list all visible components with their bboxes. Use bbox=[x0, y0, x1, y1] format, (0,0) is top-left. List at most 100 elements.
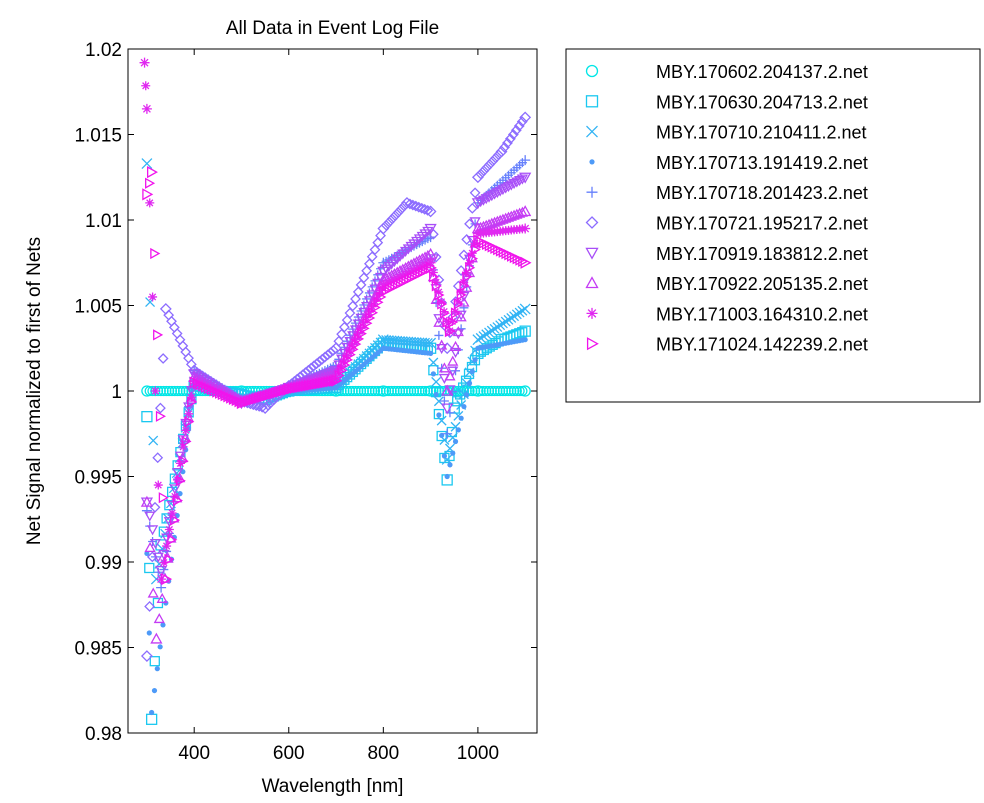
legend-item: MBY.170922.205135.2.net bbox=[585, 274, 868, 294]
data-point bbox=[281, 383, 291, 393]
data-point bbox=[519, 385, 531, 397]
data-point bbox=[141, 103, 152, 114]
data-point bbox=[424, 223, 437, 235]
legend-item: MBY.170721.195217.2.net bbox=[585, 214, 868, 234]
data-point bbox=[364, 385, 375, 397]
data-point bbox=[405, 385, 417, 397]
data-point bbox=[141, 410, 153, 423]
data-point bbox=[356, 328, 367, 340]
data-point bbox=[510, 124, 522, 136]
data-point bbox=[348, 343, 359, 355]
data-point bbox=[334, 367, 344, 377]
data-point bbox=[337, 361, 347, 371]
data-point bbox=[175, 475, 186, 487]
data-point bbox=[338, 321, 350, 333]
data-point bbox=[459, 280, 470, 292]
data-point bbox=[323, 376, 334, 388]
data-point bbox=[149, 709, 155, 716]
data-point bbox=[469, 368, 475, 375]
data-point bbox=[359, 322, 370, 335]
x-tick-label: 600 bbox=[273, 743, 305, 764]
data-point bbox=[452, 438, 459, 445]
data-point bbox=[169, 484, 181, 495]
data-point bbox=[312, 378, 323, 390]
data-point bbox=[444, 325, 456, 338]
data-point bbox=[519, 111, 532, 124]
data-point bbox=[155, 410, 166, 422]
data-point bbox=[511, 385, 522, 397]
data-point bbox=[345, 348, 356, 361]
data-point bbox=[342, 385, 353, 397]
series-9 bbox=[139, 57, 531, 585]
data-point bbox=[494, 385, 506, 397]
data-point bbox=[359, 318, 369, 328]
data-point bbox=[367, 282, 377, 292]
data-point bbox=[503, 314, 514, 325]
data-point bbox=[344, 385, 356, 397]
legend-marker bbox=[585, 64, 599, 78]
y-tick-label: 0.99 bbox=[85, 553, 122, 574]
data-point bbox=[444, 370, 456, 381]
data-point bbox=[262, 399, 274, 411]
data-point bbox=[200, 381, 210, 391]
data-point bbox=[206, 384, 216, 394]
data-point bbox=[447, 355, 459, 366]
legend-marker bbox=[589, 159, 595, 165]
data-point bbox=[425, 261, 437, 274]
data-point bbox=[154, 666, 160, 672]
data-point bbox=[168, 512, 180, 523]
legend-item: MBY.171024.142239.2.net bbox=[586, 335, 868, 355]
chart-title: All Data in Event Log File bbox=[226, 18, 439, 39]
data-point bbox=[475, 332, 486, 343]
data-point bbox=[470, 238, 480, 248]
data-point bbox=[306, 379, 317, 391]
data-point bbox=[376, 291, 387, 303]
data-point bbox=[341, 314, 353, 326]
data-point bbox=[142, 188, 154, 201]
data-point bbox=[497, 185, 509, 196]
data-point bbox=[381, 279, 391, 289]
data-point bbox=[397, 385, 408, 397]
data-point bbox=[139, 57, 150, 68]
data-point bbox=[155, 402, 166, 414]
data-point bbox=[450, 450, 456, 456]
data-point bbox=[161, 385, 172, 397]
data-point bbox=[340, 359, 351, 371]
data-point bbox=[408, 385, 420, 397]
data-point bbox=[316, 353, 328, 365]
data-point bbox=[486, 385, 497, 397]
data-point bbox=[428, 385, 439, 397]
data-point bbox=[170, 514, 181, 526]
data-point bbox=[158, 492, 169, 504]
data-point bbox=[522, 337, 528, 343]
y-tick-label: 0.995 bbox=[74, 468, 122, 489]
data-point bbox=[146, 525, 159, 536]
data-point bbox=[149, 656, 160, 667]
data-point bbox=[481, 385, 492, 397]
data-point bbox=[181, 425, 191, 435]
data-point bbox=[488, 189, 501, 200]
data-point bbox=[203, 382, 213, 392]
data-point bbox=[442, 316, 452, 326]
data-point bbox=[161, 572, 173, 586]
data-point bbox=[334, 369, 345, 382]
data-point bbox=[514, 328, 525, 339]
data-point bbox=[367, 307, 379, 319]
data-point bbox=[369, 244, 381, 256]
data-point bbox=[392, 385, 403, 397]
data-point bbox=[151, 687, 158, 694]
data-point bbox=[380, 385, 392, 397]
data-point bbox=[365, 312, 376, 324]
data-point bbox=[497, 318, 508, 329]
data-point bbox=[156, 592, 168, 603]
data-point bbox=[480, 194, 492, 205]
data-point bbox=[413, 201, 425, 213]
data-point bbox=[149, 538, 162, 550]
data-point bbox=[320, 377, 331, 389]
data-point bbox=[500, 183, 512, 194]
data-point bbox=[386, 385, 397, 397]
data-point bbox=[264, 389, 274, 399]
data-point bbox=[452, 396, 463, 407]
data-point bbox=[467, 253, 479, 265]
